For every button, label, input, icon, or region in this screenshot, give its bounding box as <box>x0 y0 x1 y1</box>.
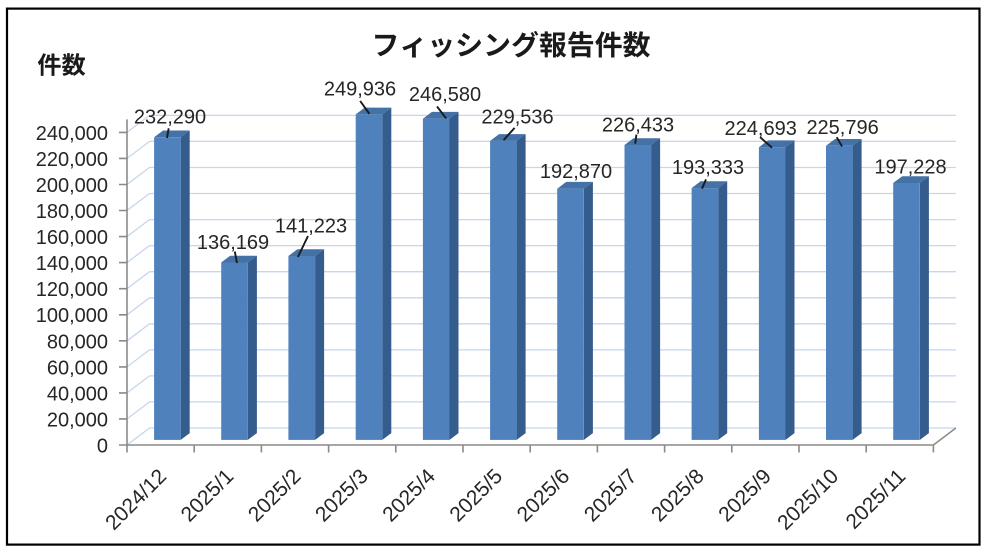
svg-text:0: 0 <box>97 436 108 458</box>
svg-text:141,223: 141,223 <box>275 215 347 237</box>
svg-text:192,870: 192,870 <box>540 161 612 183</box>
svg-text:229,536: 229,536 <box>481 107 553 129</box>
svg-text:60,000: 60,000 <box>47 357 108 379</box>
svg-text:197,228: 197,228 <box>874 156 946 178</box>
svg-text:232,290: 232,290 <box>134 106 206 128</box>
svg-text:246,580: 246,580 <box>409 84 481 106</box>
svg-text:80,000: 80,000 <box>47 331 108 353</box>
svg-text:193,333: 193,333 <box>672 157 744 179</box>
svg-text:160,000: 160,000 <box>36 227 108 249</box>
svg-text:120,000: 120,000 <box>36 279 108 301</box>
svg-text:220,000: 220,000 <box>36 149 108 171</box>
svg-text:226,433: 226,433 <box>602 114 674 136</box>
svg-text:100,000: 100,000 <box>36 305 108 327</box>
svg-text:225,796: 225,796 <box>806 117 878 139</box>
svg-text:240,000: 240,000 <box>36 123 108 145</box>
svg-text:136,169: 136,169 <box>197 232 269 254</box>
svg-text:180,000: 180,000 <box>36 201 108 223</box>
svg-text:249,936: 249,936 <box>324 79 396 101</box>
svg-text:40,000: 40,000 <box>47 383 108 405</box>
svg-text:224,693: 224,693 <box>725 118 797 140</box>
svg-text:200,000: 200,000 <box>36 175 108 197</box>
svg-text:140,000: 140,000 <box>36 253 108 275</box>
svg-text:20,000: 20,000 <box>47 409 108 431</box>
